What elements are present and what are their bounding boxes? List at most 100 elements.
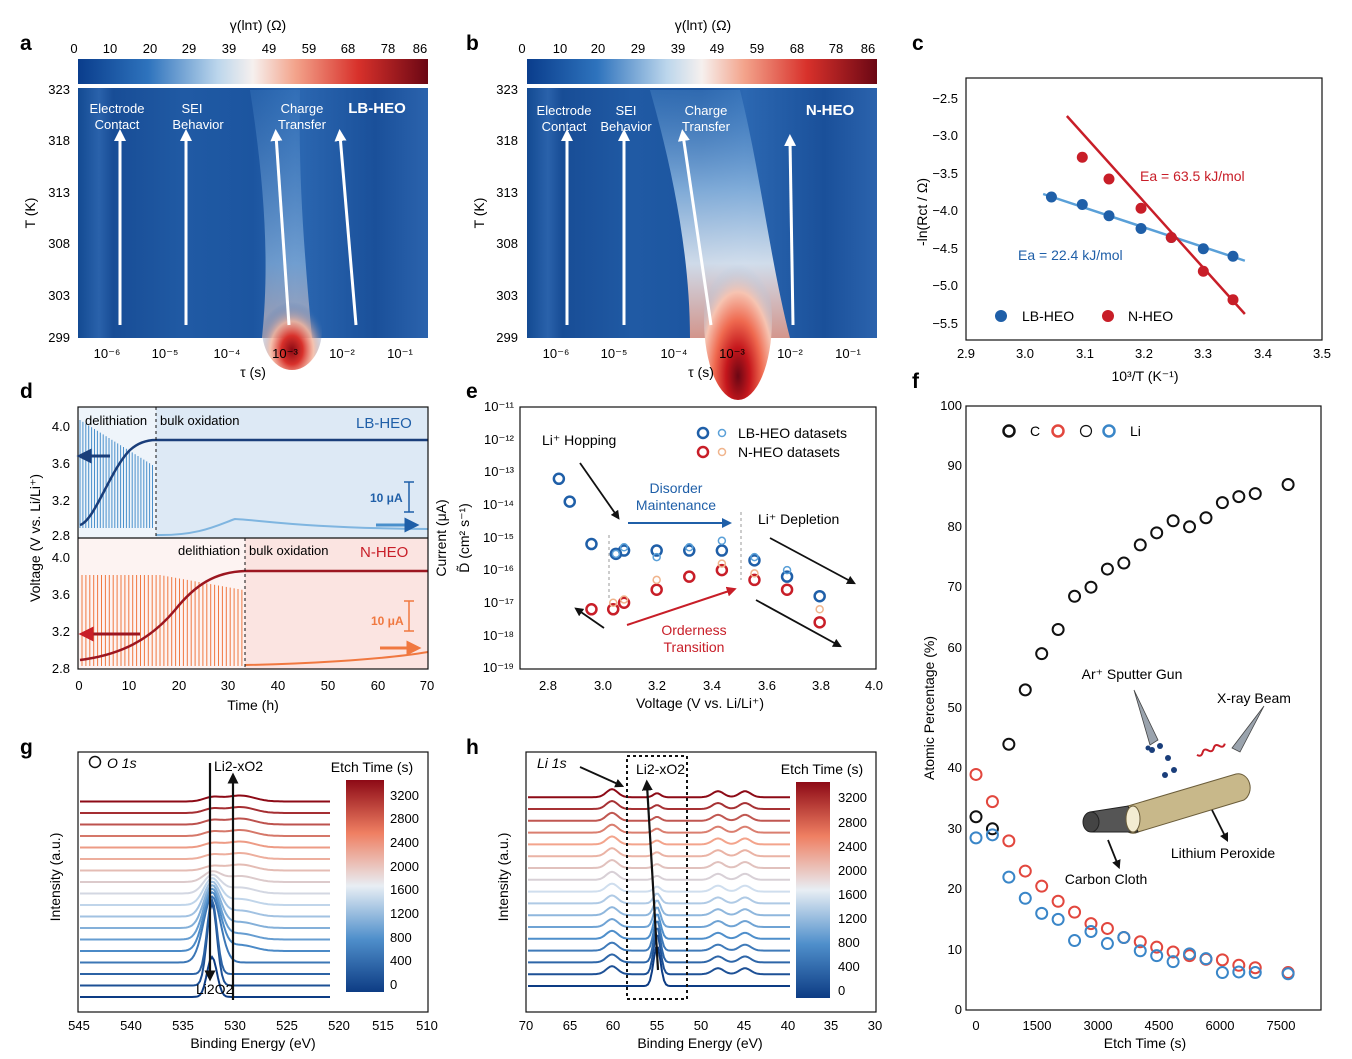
y-tick: 10⁻¹³ [484, 464, 515, 479]
schematic [1082, 689, 1265, 870]
data-point-c [1248, 487, 1262, 501]
heatmap-background [78, 88, 428, 338]
peak-label-li2o2: Li2O2 [196, 981, 234, 997]
data-point-nheo [1135, 202, 1147, 214]
annotation-disorder: Disorder [650, 480, 703, 496]
colorbar-tick: 86 [413, 41, 427, 56]
xps-spectrum-o1s [80, 870, 330, 883]
x-tick: 60 [371, 678, 385, 693]
colorbar-tick: 10 [103, 41, 117, 56]
x-tick: 10⁻⁵ [601, 346, 628, 361]
data-point-c [1183, 520, 1197, 534]
chart-marks [552, 472, 826, 629]
x-tick: 3.0 [1016, 346, 1034, 361]
panel-label-b: b [466, 32, 479, 55]
x-tick: 535 [172, 1018, 194, 1033]
chart-marks [969, 478, 1295, 981]
x-tick: 45 [737, 1018, 751, 1033]
annotation-maintenance: Maintenance [636, 497, 716, 513]
data-point-li [1133, 944, 1147, 958]
y-tick: 318 [496, 133, 518, 148]
data-point-nheo [1103, 173, 1115, 185]
x-tick: 515 [372, 1018, 394, 1033]
x-tick: 1500 [1023, 1018, 1052, 1033]
data-point-c [1051, 622, 1065, 636]
y-tick: 2.8 [52, 661, 70, 676]
y-axis-label: Intensity (a.u.) [495, 833, 511, 922]
y-tick: 0 [955, 1002, 962, 1017]
colorbar-tick: 49 [262, 41, 276, 56]
y-tick: 10⁻¹⁵ [483, 530, 514, 545]
x-axis-label: 10³/T (K⁻¹) [1111, 368, 1178, 384]
xps-spectrum-li1s [528, 892, 790, 905]
data-point-li [1232, 965, 1246, 979]
xps-spectrum-o1s [80, 840, 330, 849]
x-tick: 3.0 [594, 678, 612, 693]
data-point-c [1068, 589, 1082, 603]
xps-spectrum-o1s [80, 829, 330, 837]
colorbar-tick: 0 [518, 41, 525, 56]
colorbar-title: Etch Time (s) [781, 761, 863, 777]
data-point [619, 543, 629, 552]
data-point-li [1002, 870, 1016, 884]
data-point [815, 605, 824, 614]
data-point-lbheo [1076, 199, 1088, 210]
colorbar-tick: 39 [222, 41, 236, 56]
xps-spectrum-o1s [80, 863, 330, 872]
data-point [683, 570, 696, 583]
xps-spectrum-o1s [80, 884, 330, 929]
colorbar-tick: 86 [861, 41, 875, 56]
plot-frame [965, 405, 1322, 1011]
x-tick: 60 [606, 1018, 620, 1033]
xps-spectrum-li1s [528, 899, 790, 917]
colorbar-tick: 400 [838, 959, 860, 974]
colorbar-tick: 2400 [390, 835, 419, 850]
data-point [717, 536, 727, 546]
data-point-lbheo [1197, 243, 1209, 255]
xps-spectrum-li1s [528, 811, 790, 822]
x-tick: 10⁻⁵ [152, 346, 179, 361]
data-point-li [1248, 966, 1262, 980]
colorbar-label: γ(lnτ) (Ω) [230, 17, 286, 33]
x-tick: 50 [694, 1018, 708, 1033]
y-tick: 4.0 [52, 419, 70, 434]
panel-label-a: a [20, 32, 32, 55]
xps-spectrum-o1s [80, 852, 330, 860]
xps-spectrum-o1s [80, 880, 330, 918]
x-tick: 520 [328, 1018, 350, 1033]
x-tick: 55 [650, 1018, 664, 1033]
legend-nheo: N-HEO [1128, 308, 1173, 324]
x-axis-label: Etch Time (s) [1104, 1035, 1186, 1051]
panel-f: Ar⁺ Sputter Gun X-ray Beam Lithium Perox… [921, 398, 1322, 1051]
y-tick: 3.2 [52, 624, 70, 639]
data-point-o [1051, 894, 1065, 908]
plot-frame [525, 751, 877, 1013]
tag-li1s: Li 1s [537, 755, 567, 771]
right-axis-label: Current (μA) [433, 499, 449, 576]
xps-spectrum-li1s [528, 858, 790, 869]
current-curve-lbheo [155, 517, 429, 537]
y-tick: 299 [48, 330, 70, 345]
xps-spectrum-li1s [528, 799, 790, 810]
x-tick: 65 [563, 1018, 577, 1033]
data-point [780, 583, 794, 596]
data-point [619, 595, 629, 604]
data-point-li [1084, 924, 1098, 938]
data-point-c [1199, 511, 1213, 525]
data-point-lbheo [1045, 191, 1057, 203]
y-axis-label: T (K) [471, 198, 487, 229]
xps-spectrum-o1s [80, 817, 330, 826]
colorbar-tick: 1200 [838, 911, 867, 926]
data-point [611, 549, 621, 559]
data-point-li [1117, 931, 1131, 945]
annotation-transition: Transition [664, 639, 725, 655]
voltage-curve-lbheo [79, 438, 428, 527]
data-point-c [1100, 562, 1114, 576]
data-point-o [1248, 961, 1262, 975]
annotation-electrode: Electrode [90, 101, 145, 116]
x-tick: 3.5 [1313, 346, 1331, 361]
xps-spectrum-li1s [528, 934, 790, 976]
data-point [685, 543, 694, 552]
phase-label-bulk: bulk oxidation [160, 413, 240, 428]
data-point-o [1068, 905, 1082, 919]
